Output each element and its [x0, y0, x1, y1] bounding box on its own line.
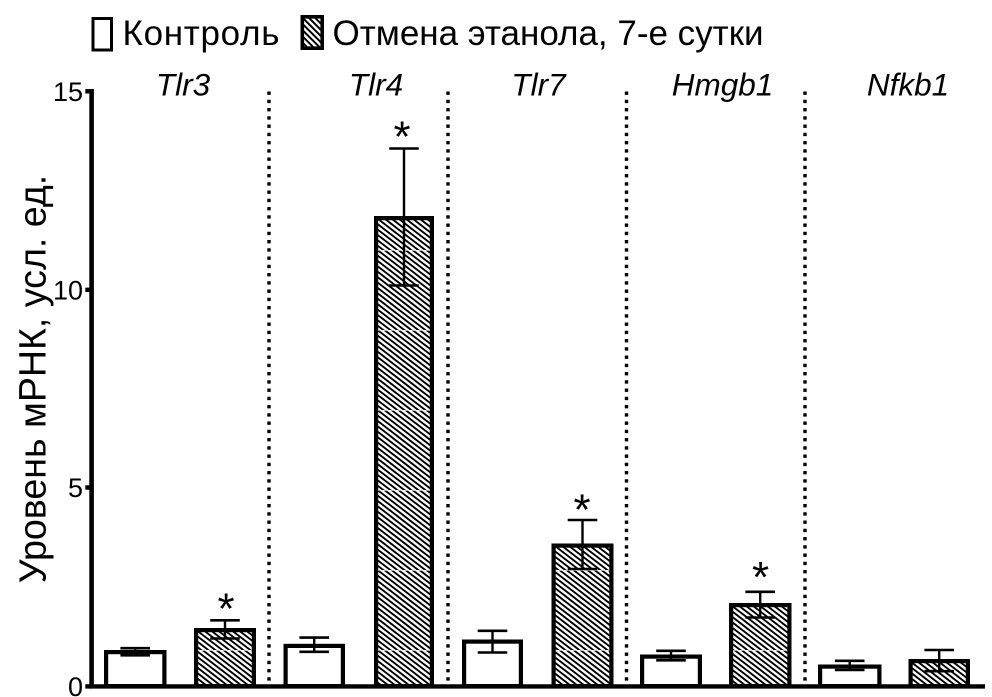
svg-text:0: 0 — [68, 672, 83, 697]
svg-text:Контроль: Контроль — [123, 14, 281, 53]
svg-text:Tlr7: Tlr7 — [511, 67, 567, 103]
svg-text:15: 15 — [53, 77, 83, 107]
svg-text:5: 5 — [68, 473, 83, 503]
svg-text:Уровень мРНК, усл. ед.: Уровень мРНК, усл. ед. — [12, 175, 54, 583]
svg-text:Tlr4: Tlr4 — [349, 67, 403, 103]
svg-text:*: * — [573, 485, 590, 534]
svg-text:Tlr3: Tlr3 — [156, 67, 211, 103]
svg-text:Отмена этанола, 7-е сутки: Отмена этанола, 7-е сутки — [333, 14, 764, 53]
svg-text:Nfkb1: Nfkb1 — [867, 67, 949, 103]
svg-text:10: 10 — [53, 276, 83, 306]
svg-text:Hmgb1: Hmgb1 — [672, 67, 774, 103]
svg-text:*: * — [752, 553, 769, 602]
svg-text:*: * — [217, 584, 234, 633]
svg-text:*: * — [393, 112, 410, 161]
